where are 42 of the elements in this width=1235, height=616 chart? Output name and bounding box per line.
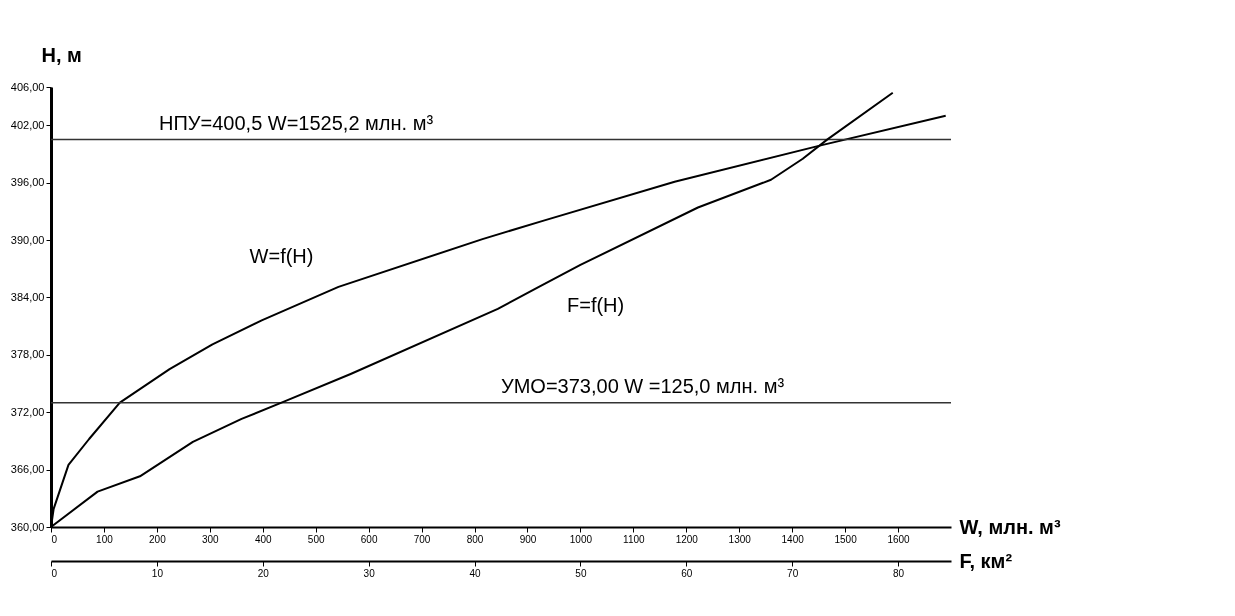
ref-line-label: УМО=373,00 W =125,0 млн. м³	[501, 374, 785, 397]
y-tick-label: 406,00	[10, 80, 45, 93]
x-tick-label: 800	[466, 533, 484, 545]
y-tick-label: 372,00	[10, 405, 45, 418]
x-tick-label: 500	[307, 533, 325, 545]
x2-tick-label: 0	[51, 567, 58, 579]
y-tick-label: 396,00	[10, 176, 45, 189]
x-tick-label: 900	[519, 533, 537, 545]
x-tick-label: 600	[360, 533, 378, 545]
x-tick-label: 1600	[887, 533, 911, 545]
y-tick-label: 402,00	[10, 118, 45, 131]
y-tick-label: 384,00	[10, 290, 45, 303]
x-tick-label: 1200	[675, 533, 699, 545]
x-tick-label: 1300	[728, 533, 752, 545]
y-tick-label: 366,00	[10, 463, 45, 476]
x2-tick-label: 50	[575, 567, 587, 579]
y-tick-label: 378,00	[10, 348, 45, 361]
x2-tick-label: 30	[363, 567, 376, 579]
x-tick-label: 1000	[569, 533, 593, 545]
x2-tick-label: 60	[681, 567, 693, 579]
x-tick-label: 300	[201, 533, 220, 545]
x-tick-label: 1100	[623, 533, 646, 545]
x-tick-label: 200	[149, 533, 167, 545]
x-tick-label: 700	[413, 533, 431, 545]
x2-tick-label: 20	[257, 567, 270, 579]
x2-tick-label: 70	[787, 567, 799, 579]
x-axis-title: W, млн. м³	[959, 515, 1061, 538]
ref-line-label: НПУ=400,5 W=1525,2 млн. м³	[159, 111, 434, 134]
x-tick-label: 0	[51, 533, 58, 545]
x2-tick-label: 10	[151, 567, 164, 579]
x2-tick-label: 80	[893, 567, 905, 579]
x-tick-label: 400	[254, 533, 273, 545]
x-tick-label: 100	[96, 533, 114, 545]
series-label: F=f(H)	[567, 293, 625, 316]
x2-tick-label: 40	[469, 567, 482, 579]
x2-axis-title: F, км²	[959, 549, 1013, 572]
y-tick-label: 390,00	[10, 233, 45, 246]
x-tick-label: 1500	[834, 533, 858, 545]
series-label: W=f(H)	[249, 244, 314, 267]
y-tick-label: 360,00	[10, 520, 45, 533]
y-axis-title: H, м	[41, 43, 82, 66]
x-tick-label: 1400	[781, 533, 805, 545]
